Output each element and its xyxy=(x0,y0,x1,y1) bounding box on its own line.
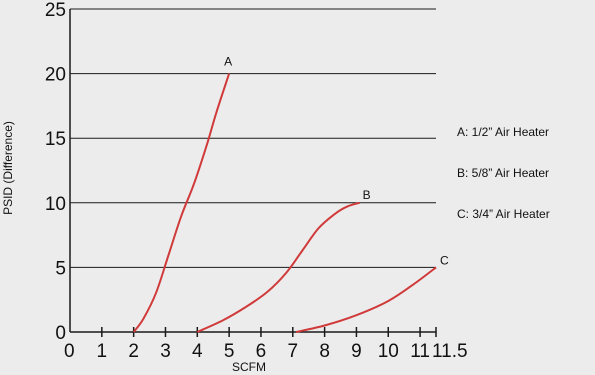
series-labels: A B C xyxy=(224,55,449,268)
axes xyxy=(69,9,436,333)
y-tick-label-5: 5 xyxy=(55,258,66,279)
y-tick-label-20: 20 xyxy=(45,65,66,86)
x-tick-label-10: 10 xyxy=(378,341,399,362)
x-tick-label-1: 1 xyxy=(97,341,108,362)
legend-entry-a: A: 1/2” Air Heater xyxy=(457,125,549,139)
y-tick-label-15: 15 xyxy=(45,129,66,150)
legend-entry-b: B: 5/8” Air Heater xyxy=(457,166,549,180)
series-group xyxy=(132,73,437,333)
series-line-b xyxy=(196,201,360,333)
x-tick-label-2: 2 xyxy=(128,341,139,362)
series-label-b: B xyxy=(363,188,371,202)
x-tick-label-5: 5 xyxy=(224,341,235,362)
y-tick-label-0: 0 xyxy=(55,323,66,344)
legend-entry-c: C: 3/4” Air Heater xyxy=(457,207,550,221)
x-tick-label-7: 7 xyxy=(287,341,298,362)
series-label-a: A xyxy=(224,55,232,69)
series-line-a xyxy=(132,73,231,333)
x-axis-title: SCFM xyxy=(232,360,266,374)
legend: A: 1/2” Air Heater B: 5/8” Air Heater C:… xyxy=(457,125,550,221)
y-axis-title: PSID (Difference) xyxy=(1,121,15,215)
y-tick-label-25: 25 xyxy=(45,0,66,21)
x-tick-label-8: 8 xyxy=(319,341,330,362)
y-tick-label-10: 10 xyxy=(45,194,66,215)
series-line-c xyxy=(295,266,437,333)
x-tick-label-0: 0 xyxy=(64,341,75,362)
x-tick-label-9: 9 xyxy=(351,341,362,362)
x-tick-label-4: 4 xyxy=(192,341,203,362)
x-tick-label-6: 6 xyxy=(256,341,267,362)
x-tick-label-11.5: 11.5 xyxy=(432,341,468,362)
x-tick-label-11: 11 xyxy=(410,341,430,362)
grid-lines xyxy=(70,8,436,268)
x-tick-label-3: 3 xyxy=(160,341,171,362)
series-label-c: C xyxy=(440,253,449,267)
